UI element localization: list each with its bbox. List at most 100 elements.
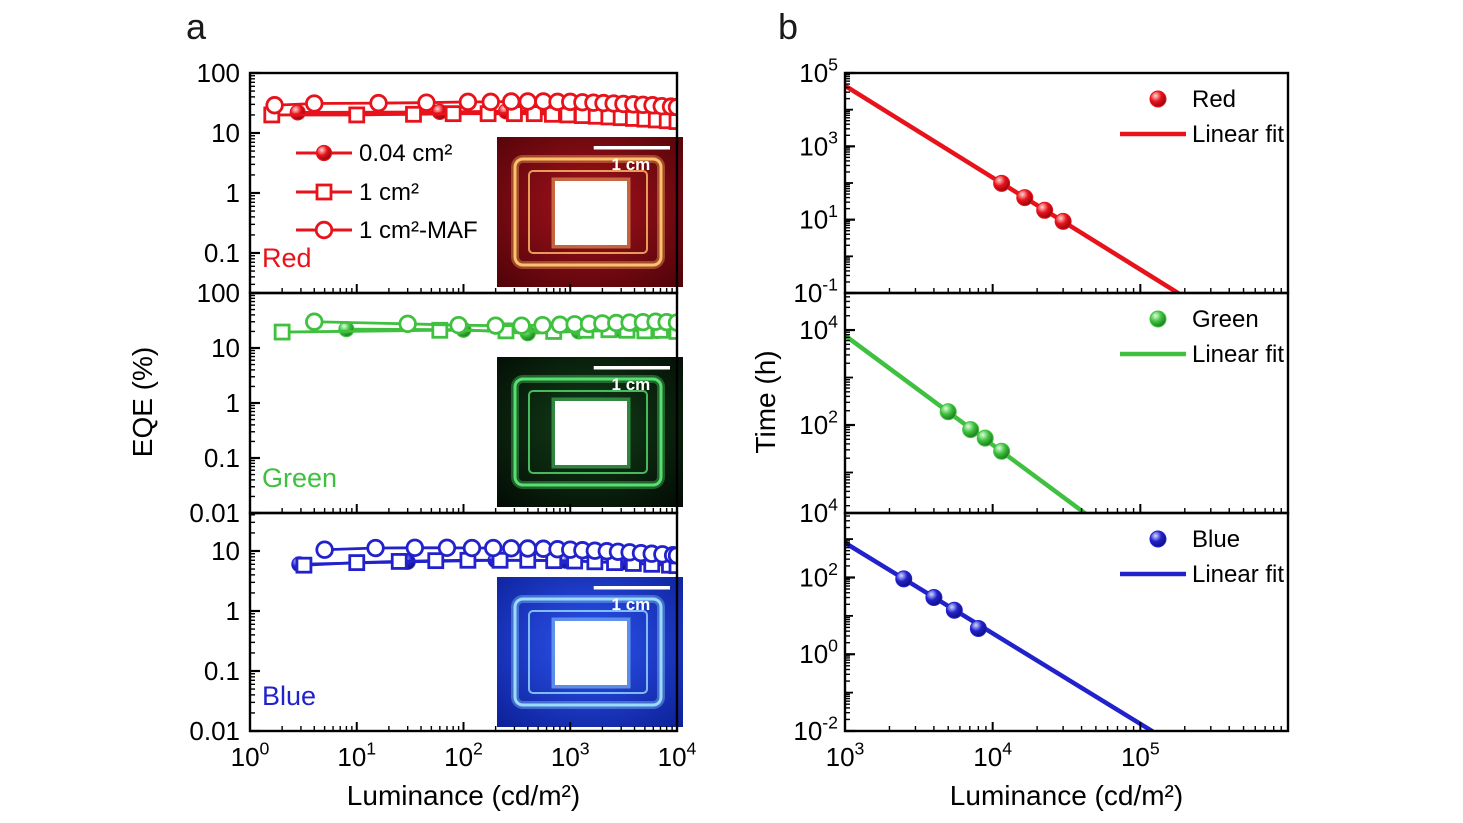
- data-point-sphere: [939, 403, 957, 421]
- data-point-sphere: [962, 421, 980, 439]
- data-marker-open-circle: [462, 538, 482, 558]
- y-tick-label: 102: [799, 406, 838, 440]
- panel-a-subplot-red: 1 cm 100 10 1 0.1 Red 0.04 cm² 1 cm² 1 cm²-MAF: [197, 58, 683, 295]
- x-tick-label: 103: [551, 738, 590, 772]
- y-tick-label: 103: [799, 128, 838, 162]
- emitting-area: [555, 621, 627, 685]
- x-tick-label: 102: [444, 738, 483, 772]
- data-point-sphere: [969, 619, 987, 637]
- x-axis-title: Luminance (cd/m²): [950, 780, 1183, 811]
- data-marker-open-circle: [314, 220, 334, 240]
- subplot-color-label: Green: [262, 463, 337, 493]
- y-tick-label: 10-2: [793, 712, 838, 746]
- subplot-color-label: Blue: [262, 681, 316, 711]
- data-marker-open-circle: [437, 538, 457, 557]
- data-marker-open-circle: [398, 314, 417, 334]
- y-tick-label: 105: [799, 54, 838, 88]
- y-tick-label: 0.01: [189, 716, 240, 746]
- data-marker-open-square: [668, 557, 677, 575]
- data-marker-open-circle: [502, 539, 521, 558]
- data-marker-open-circle: [366, 538, 385, 558]
- data-marker-open-square: [427, 552, 445, 570]
- data-marker-open-circle: [512, 316, 531, 335]
- data-marker-open-square: [405, 105, 422, 123]
- y-tick-label: 102: [799, 559, 838, 593]
- data-point-sphere: [925, 589, 943, 607]
- inset-device-photo: 1 cm: [497, 357, 683, 507]
- data-layer: [291, 538, 677, 575]
- device-inner-frame: [528, 610, 648, 694]
- y-tick-label: 0.1: [204, 443, 240, 473]
- panel-b-subplot-blue: 103 104 105 102 100 10-2 Blue Linear fit: [793, 511, 1290, 772]
- data-marker-open-circle: [481, 92, 500, 112]
- data-marker-open-circle: [305, 312, 324, 331]
- legend-label: Linear fit: [1192, 341, 1284, 368]
- x-axis-title: Luminance (cd/m²): [347, 780, 580, 811]
- data-point-sphere: [1054, 212, 1072, 230]
- y-tick-label: 104: [799, 494, 838, 528]
- data-marker-open-square: [390, 553, 408, 570]
- legend-marker-sphere: [1149, 90, 1167, 108]
- y-axis-title: EQE (%): [127, 347, 158, 457]
- scale-bar-label: 1 cm: [612, 375, 651, 394]
- legend-label: Blue: [1192, 526, 1240, 553]
- data-marker-open-circle: [667, 97, 677, 117]
- data-marker-open-square: [431, 321, 449, 339]
- panel-b-subplot-red: 105 103 101 10-1 Red Linear fit: [793, 54, 1290, 308]
- x-tick-label: 101: [337, 738, 376, 772]
- panel-label-b: b: [778, 6, 799, 47]
- emitting-area: [555, 401, 627, 465]
- legend-label: 1 cm²-MAF: [359, 217, 478, 244]
- scale-bar: [593, 366, 670, 370]
- legend-label: 1 cm²: [359, 179, 419, 206]
- x-tick-label: 104: [658, 738, 697, 772]
- data-marker-open-circle: [315, 540, 334, 559]
- data-point-sphere: [1016, 189, 1034, 207]
- data-marker-open-circle: [484, 538, 503, 558]
- data-marker-open-circle: [405, 538, 425, 557]
- data-layer: [273, 312, 677, 342]
- legend-label: Red: [1192, 86, 1236, 113]
- inset-device-photo: 1 cm: [497, 577, 683, 727]
- device-inner-frame: [528, 390, 648, 474]
- panel-b: 105 103 101 10-1 Red Linear fit 104 102 104 Green…: [750, 54, 1290, 811]
- subplot-color-label: Red: [262, 243, 312, 273]
- y-tick-label: 100: [799, 636, 838, 670]
- x-tick-label: 105: [1121, 738, 1160, 772]
- data-marker-open-square: [315, 183, 333, 201]
- legend-label: Linear fit: [1192, 121, 1284, 148]
- data-marker-open-circle: [305, 94, 324, 113]
- panel-a-subplot-green: 1 cm 100 10 1 0.1 0.01 Green: [189, 278, 683, 528]
- y-tick-label: 10: [211, 333, 240, 363]
- data-layer: [263, 92, 677, 130]
- legend-marker-sphere: [1149, 310, 1167, 328]
- data-marker-sphere: [289, 104, 306, 121]
- linear-fit-line: [845, 540, 1155, 731]
- scale-bar: [593, 146, 670, 150]
- y-tick-label: 1: [226, 178, 240, 208]
- device-inner-frame: [528, 170, 648, 254]
- data-layer: [845, 333, 1087, 513]
- y-tick-label: 100: [197, 58, 240, 88]
- y-axis-title: Time (h): [750, 350, 781, 453]
- data-marker-open-circle: [667, 546, 677, 565]
- legend-marker-sphere: [1149, 530, 1167, 548]
- data-marker-open-square: [273, 323, 291, 341]
- data-point-sphere: [976, 429, 994, 447]
- legend-label: Green: [1192, 306, 1259, 333]
- legend-label: 0.04 cm²: [359, 140, 452, 167]
- device-outer-frame: [513, 597, 663, 707]
- data-marker-open-circle: [369, 93, 388, 113]
- y-tick-label: 10: [211, 536, 240, 566]
- legend-label: Linear fit: [1192, 561, 1284, 588]
- linear-fit-line: [845, 83, 1181, 293]
- data-layer: [845, 540, 1155, 731]
- data-point-sphere: [895, 570, 913, 588]
- y-tick-label: 10: [211, 118, 240, 148]
- data-marker-open-square: [668, 323, 677, 340]
- data-marker-open-circle: [502, 92, 521, 111]
- data-point-sphere: [945, 601, 963, 619]
- data-point-sphere: [1036, 201, 1054, 219]
